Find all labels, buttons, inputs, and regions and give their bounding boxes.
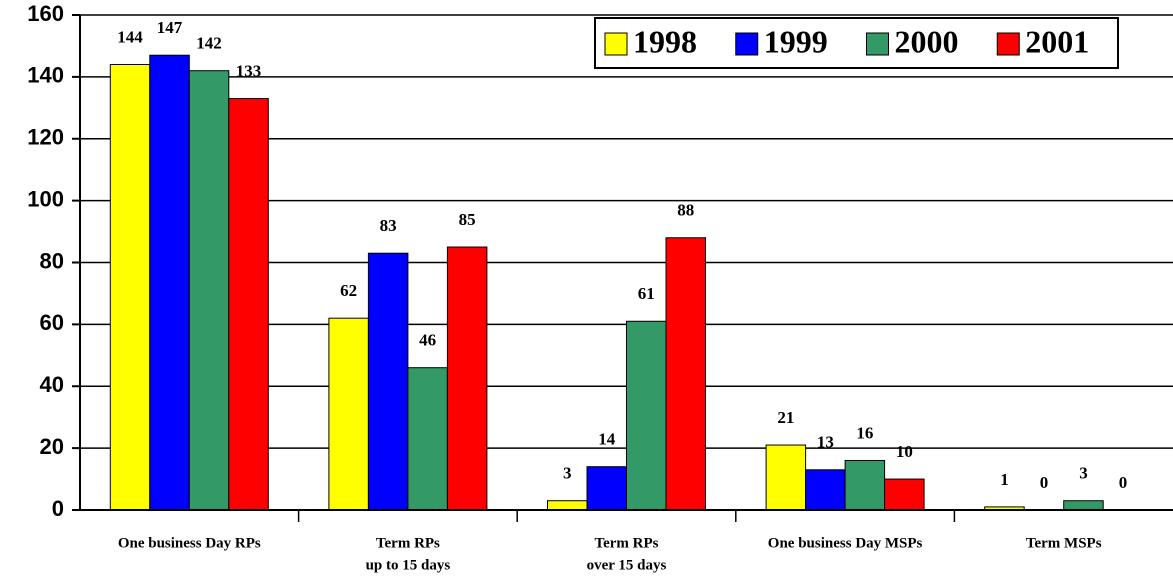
x-tick-label: up to 15 days	[366, 557, 451, 573]
y-tick-label: 80	[40, 248, 64, 273]
legend-swatch	[996, 32, 1020, 56]
bar	[844, 460, 886, 511]
value-label: 61	[638, 284, 655, 303]
value-label: 3	[563, 464, 572, 483]
bar	[228, 98, 269, 511]
bar	[367, 252, 409, 511]
value-label: 21	[777, 408, 794, 427]
bar	[188, 70, 230, 511]
y-tick-label: 40	[40, 372, 64, 397]
legend-swatch	[735, 32, 759, 56]
x-tick-label: One business Day RPs	[118, 535, 261, 551]
legend-label: 1999	[764, 23, 828, 59]
value-label: 0	[1040, 473, 1049, 492]
legend-label: 1998	[633, 23, 697, 59]
value-label: 1	[1000, 470, 1009, 489]
value-label: 0	[1119, 473, 1128, 492]
legend-label: 2000	[895, 23, 959, 59]
bar	[626, 320, 667, 511]
x-tick-label: One business Day MSPs	[768, 535, 923, 551]
legend-box	[594, 17, 1119, 69]
value-label: 10	[896, 442, 913, 461]
y-tick-label: 60	[40, 310, 64, 335]
x-tick-label: Term RPs	[376, 535, 440, 551]
legend-swatch	[866, 32, 889, 56]
bar	[547, 500, 588, 511]
y-tick-label: 20	[40, 434, 64, 459]
bar	[884, 478, 925, 511]
value-label: 3	[1079, 464, 1088, 483]
bar	[446, 246, 488, 511]
legend-swatch	[604, 32, 628, 56]
value-label: 85	[459, 210, 476, 229]
value-label: 16	[856, 423, 873, 442]
bar	[1063, 500, 1104, 511]
y-tick-label: 100	[27, 186, 64, 211]
value-label: 133	[236, 61, 262, 80]
bar	[109, 64, 151, 511]
bar	[586, 466, 627, 511]
value-label: 14	[598, 430, 616, 449]
y-tick-label: 120	[27, 125, 64, 150]
value-label: 13	[817, 433, 834, 452]
bar	[665, 237, 706, 511]
x-tick-label: Term MSPs	[1026, 535, 1102, 551]
bar	[149, 54, 190, 511]
value-label: 142	[196, 34, 222, 53]
bar	[765, 444, 807, 511]
bar	[407, 367, 448, 511]
bar	[328, 317, 369, 511]
y-tick-label: 160	[27, 1, 64, 26]
value-label: 46	[419, 331, 436, 350]
value-label: 83	[380, 216, 397, 235]
value-label: 147	[157, 18, 183, 37]
y-tick-label: 140	[27, 63, 64, 88]
x-tick-label: Term RPs	[594, 535, 658, 551]
value-label: 144	[117, 27, 143, 46]
x-tick-label: over 15 days	[587, 557, 667, 573]
legend-label: 2001	[1025, 23, 1089, 59]
bar	[805, 469, 846, 511]
y-tick-label: 0	[52, 496, 64, 521]
value-label: 88	[677, 201, 694, 220]
value-label: 62	[340, 281, 357, 300]
